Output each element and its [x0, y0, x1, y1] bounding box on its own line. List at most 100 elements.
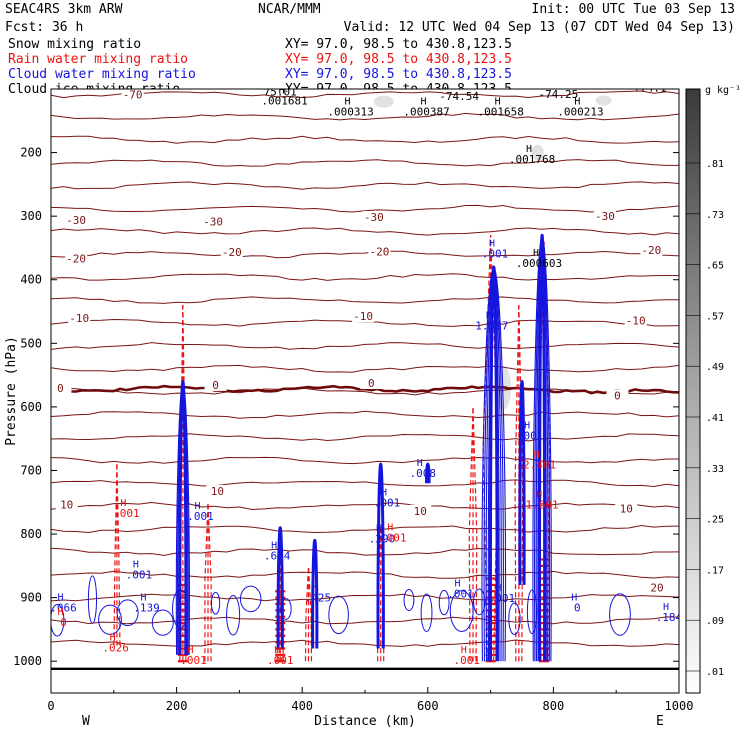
- rain-contour: [116, 464, 121, 646]
- isotherm-label-bg: [646, 581, 669, 594]
- max-marker: H: [120, 498, 126, 509]
- max-label: .001: [453, 654, 480, 667]
- cloud-water-contour: [376, 462, 385, 649]
- isotherm-label: -30: [595, 210, 615, 223]
- isotherm-label: 0: [368, 377, 375, 390]
- cloud-water-contour: [538, 233, 547, 662]
- max-label: .008: [410, 467, 437, 480]
- isotherm-line: [51, 204, 679, 213]
- y-tick-label: 500: [20, 336, 42, 350]
- cloud-water-blob: [526, 589, 538, 635]
- cloud-water-blob: [151, 609, 174, 636]
- x-tick-label: 0: [47, 699, 54, 713]
- isotherm-line: [51, 501, 679, 511]
- isotherm-label-bg: [362, 211, 385, 224]
- max-marker: H: [417, 458, 423, 469]
- max-label: .000603: [516, 257, 562, 270]
- max-label: 0: [574, 602, 581, 615]
- max-marker: H: [663, 602, 669, 613]
- cloud-water-blob: [508, 602, 521, 636]
- max-label: .001: [113, 507, 140, 520]
- cloud-water-blob: [87, 575, 98, 624]
- max-label: 0: [60, 616, 67, 629]
- max-marker: H: [312, 582, 318, 593]
- isotherm-label: -30: [364, 211, 384, 224]
- max-marker: H: [495, 97, 501, 108]
- max-label: .001: [187, 510, 214, 523]
- isotherm-line: [51, 250, 679, 259]
- max-marker: H: [454, 579, 460, 590]
- max-marker: H: [524, 420, 530, 431]
- colorbar-ticks: .81 .73 .65 .57 .49 .41 .33 .25 .17 .09 .01: [686, 159, 724, 678]
- cloud-water-blob: [420, 593, 433, 633]
- x-axis: 0 200 400 600 800 1000: [47, 687, 693, 713]
- x-tick-label: 200: [166, 699, 188, 713]
- colorbar-label: .17: [706, 565, 724, 576]
- max-label: .001: [517, 429, 544, 442]
- cloud-water-blob: [449, 590, 474, 633]
- max-marker: H: [110, 633, 116, 644]
- rain-contour: [472, 406, 478, 662]
- max-label: 1.587: [475, 319, 508, 332]
- max-marker: H: [533, 248, 539, 259]
- isotherm-label: 0: [212, 379, 219, 392]
- max-label: .001: [126, 569, 153, 582]
- x-tick-label: 600: [417, 699, 439, 713]
- max-label: .001: [374, 497, 401, 510]
- isotherm-label-bg: [204, 378, 227, 391]
- x-tick-label: 1000: [665, 699, 694, 713]
- cloud-water-blob: [210, 591, 221, 615]
- max-marker: H: [188, 645, 194, 656]
- max-label: .290: [369, 532, 396, 545]
- isotherm-line: [51, 433, 679, 442]
- isotherm-label: 0: [57, 382, 64, 395]
- max-marker: H: [140, 593, 146, 604]
- max-marker: H: [461, 645, 467, 656]
- max-label: .000213: [557, 106, 603, 119]
- cloud-water-blob: [239, 585, 262, 613]
- max-marker: H: [536, 490, 542, 501]
- isotherm-label: -10: [69, 312, 89, 325]
- colorbar-label: .25: [706, 515, 724, 526]
- cloud-water-blob: [172, 589, 189, 629]
- isotherm-line: [51, 616, 679, 625]
- colorbar-label: .09: [706, 616, 724, 627]
- isotherm-label: 10: [60, 498, 73, 511]
- isotherm-line: [51, 456, 679, 465]
- max-marker: H: [381, 488, 387, 499]
- plot-area: -70 -30 -30 -30 -30 -20 -20 -20 -20 -10 -10 -10 0 0 0 0…: [51, 88, 679, 693]
- cloud-water-blob: [51, 603, 65, 637]
- isotherm-line: [51, 90, 679, 99]
- y-tick-label: 200: [20, 146, 42, 160]
- freezing-level-line: [51, 384, 679, 395]
- max-marker: H: [194, 501, 200, 512]
- field-name-rain: Rain water mixing ratio: [8, 52, 188, 67]
- colorbar-scale: [685, 88, 701, 694]
- snow-shade: [373, 95, 394, 108]
- isotherm-label: -10: [353, 310, 373, 323]
- isotherm-line: [51, 296, 679, 304]
- isotherm-label: 20: [650, 582, 663, 595]
- isotherm-label: -30: [66, 214, 86, 227]
- x-end-label-east: E: [656, 714, 664, 729]
- max-label: 1.601: [526, 499, 559, 512]
- cloud-water-blob: [403, 589, 415, 611]
- max-label: .001: [380, 532, 407, 545]
- colorbar-label: .57: [706, 311, 724, 322]
- max-marker: H: [496, 583, 502, 594]
- max-marker: H: [571, 593, 577, 604]
- cloud-water-blob: [328, 595, 349, 635]
- snow-shade: [595, 95, 612, 106]
- max-marker: H: [271, 540, 277, 551]
- isotherm-label-bg: [409, 504, 432, 517]
- top-value-label: -74.25: [539, 88, 579, 101]
- isotherm-label-bg: [65, 214, 88, 227]
- y-tick-label: 300: [20, 209, 42, 223]
- y-tick-label: 400: [20, 273, 42, 287]
- field-xy-cloud-water: XY= 97.0, 98.5 to 430.8,123.5: [285, 67, 512, 82]
- colorbar-label: .73: [706, 210, 724, 221]
- colorbar-label: .81: [706, 159, 724, 170]
- maximum-labels: H.001681 H.000313H.000387H.001658H.000213…: [51, 89, 679, 667]
- max-marker: H: [58, 607, 64, 618]
- colorbar-label: .49: [706, 362, 724, 373]
